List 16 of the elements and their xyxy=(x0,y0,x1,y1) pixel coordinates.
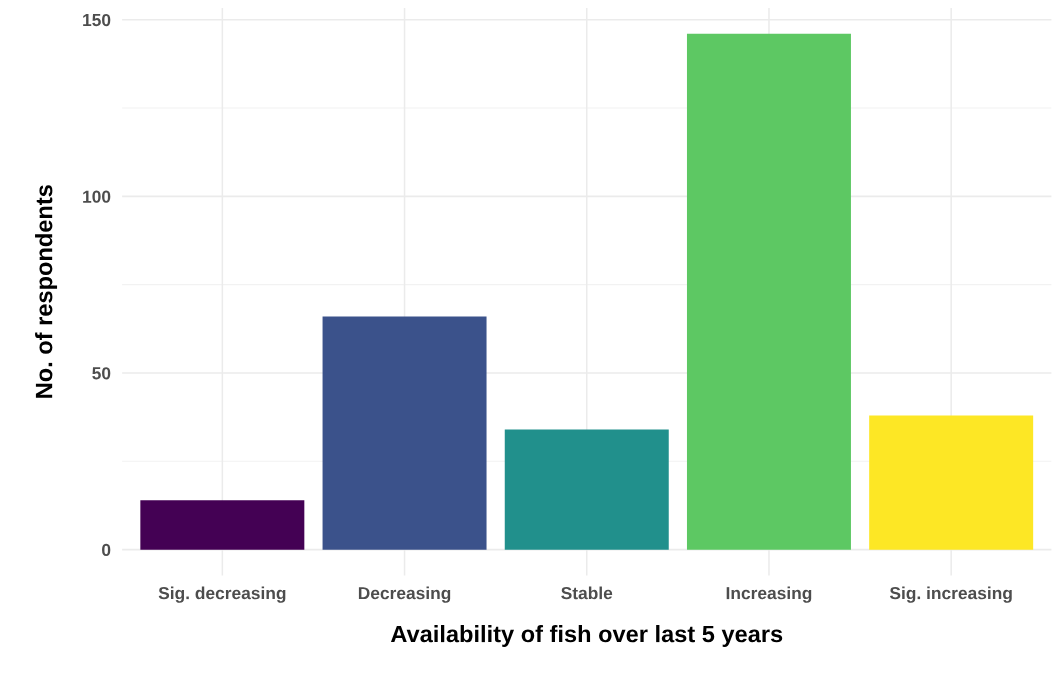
bar xyxy=(140,500,305,550)
bar xyxy=(869,415,1034,550)
y-axis-title: No. of respondents xyxy=(35,185,58,398)
bar xyxy=(686,33,851,550)
x-tick-label: Sig. increasing xyxy=(889,586,1012,603)
x-tick-label: Stable xyxy=(561,586,613,600)
y-tick-label: 50 xyxy=(92,367,111,380)
x-tick-label: Decreasing xyxy=(358,586,451,603)
x-tick-label: Sig. decreasing xyxy=(158,586,286,603)
bar xyxy=(322,316,487,550)
bar xyxy=(504,429,669,550)
y-tick-label: 0 xyxy=(102,543,111,557)
x-axis-title: Availability of fish over last 5 years xyxy=(390,625,783,648)
x-tick-label: Increasing xyxy=(726,586,812,603)
y-tick-label: 100 xyxy=(83,190,111,203)
y-tick-label: 150 xyxy=(83,13,111,27)
